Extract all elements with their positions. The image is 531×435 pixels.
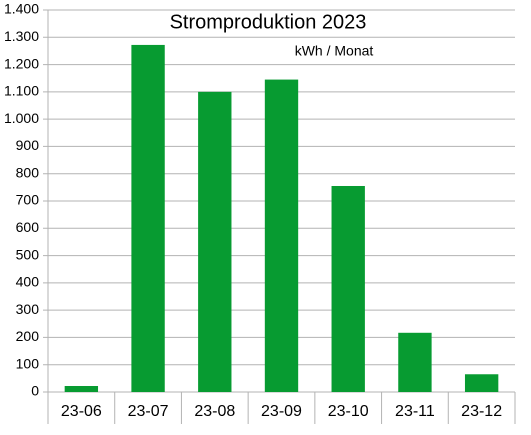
y-tick-label: 500 [16,246,40,262]
x-tick-label: 23-06 [61,403,102,420]
x-tick-label: 23-10 [328,403,369,420]
y-tick-label: 1.000 [4,110,39,126]
y-tick-label: 400 [16,274,40,290]
bar [198,91,232,392]
y-tick-label: 100 [16,355,40,371]
x-tick-label: 23-12 [461,403,502,420]
y-tick-label: 1.400 [4,1,39,17]
y-tick-label: 300 [16,301,40,317]
x-tick-label: 23-11 [395,403,435,420]
y-tick-label: 600 [16,219,40,235]
bar [131,44,165,392]
chart-subtitle: kWh / Monat [295,43,374,59]
y-tick-label: 700 [16,192,40,208]
y-tick-label: 0 [31,383,39,399]
bar [398,332,432,392]
bar [264,79,299,392]
y-tick-label: 1.100 [4,83,39,99]
x-tick-label: 23-07 [128,403,169,420]
x-tick-label: 23-09 [261,403,302,420]
x-tick-label: 23-08 [194,403,235,420]
y-tick-label: 900 [16,137,40,153]
y-tick-label: 200 [16,328,40,344]
chart-title: Stromproduktion 2023 [170,11,367,33]
y-tick-label: 800 [16,164,40,180]
y-tick-label: 1.300 [4,28,39,44]
bar [464,374,499,392]
y-tick-label: 1.200 [4,55,39,71]
bar [64,385,99,392]
bar [331,185,365,392]
